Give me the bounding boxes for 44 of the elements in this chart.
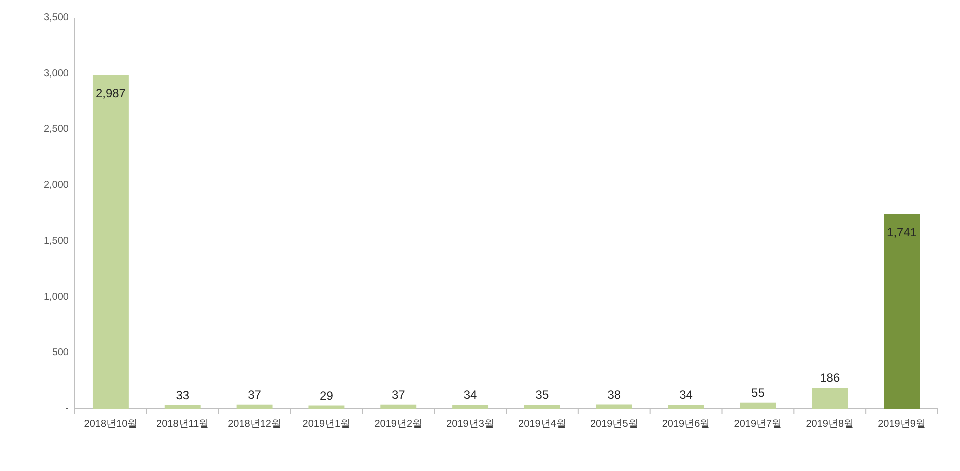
x-tick-label: 2019년9월 [878, 419, 926, 430]
data-label: 34 [680, 388, 694, 402]
data-label: 55 [752, 386, 766, 400]
y-tick-label: 3,000 [44, 68, 70, 80]
y-tick-label: 3,500 [44, 12, 70, 24]
bar [452, 405, 489, 409]
bar [668, 405, 704, 409]
bar [164, 405, 201, 409]
x-tick-label: 2018년12월 [228, 419, 282, 430]
y-tick-label: 500 [52, 348, 70, 359]
x-tick-label: 2019년1월 [302, 419, 351, 430]
data-label: 37 [392, 388, 406, 402]
bar [812, 388, 848, 409]
data-label: 38 [608, 388, 622, 402]
data-label: 37 [248, 388, 262, 402]
x-tick-label: 2019년3월 [446, 419, 494, 430]
data-label: 2,987 [96, 86, 126, 100]
bar [596, 404, 632, 409]
data-label: 33 [176, 388, 190, 402]
y-tick-label: 2,500 [44, 124, 70, 136]
x-tick-label: 2018년11월 [156, 419, 210, 430]
x-tick-label: 2019년8월 [806, 419, 854, 430]
x-tick-label: 2019년5월 [590, 419, 638, 430]
data-label: 1,741 [887, 226, 918, 240]
bar [236, 404, 273, 409]
bar [524, 405, 560, 409]
x-tick-label: 2019년2월 [374, 419, 423, 430]
data-label: 186 [820, 371, 840, 386]
bar [92, 75, 129, 409]
bar [308, 406, 345, 409]
x-tick-label: 2019년4월 [518, 419, 566, 430]
x-tick-label: 2019년7월 [734, 419, 782, 430]
data-label: 34 [464, 388, 478, 402]
y-tick-label: 1,500 [44, 236, 70, 247]
y-tick-label: 2,000 [44, 180, 70, 192]
bar [740, 402, 776, 409]
bar [884, 214, 920, 409]
x-tick-label: 2018년10월 [84, 419, 138, 430]
bar [380, 404, 417, 409]
data-label: 29 [320, 388, 334, 403]
y-tick-label: - [66, 404, 69, 414]
x-tick-label: 2019년6월 [662, 419, 710, 430]
data-label: 35 [536, 388, 550, 402]
y-tick-label: 1,000 [44, 292, 70, 303]
